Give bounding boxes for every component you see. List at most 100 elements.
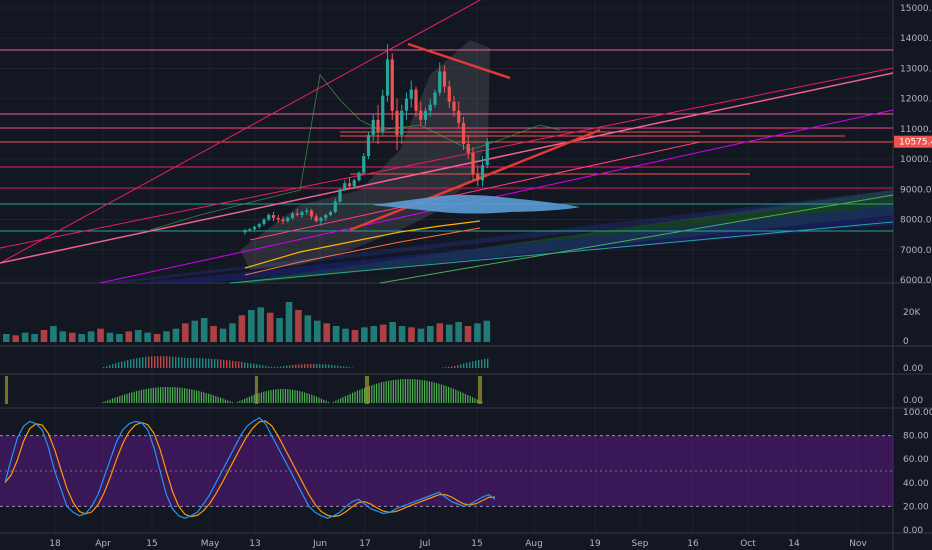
macd-bar: [157, 356, 159, 368]
histogram-bar: [472, 397, 474, 403]
price-tick-label: 11000.00: [900, 125, 932, 135]
macd-bar: [271, 366, 273, 368]
blue-arrow-drawing[interactable]: [372, 194, 580, 214]
trend-line[interactable]: [379, 194, 894, 284]
macd-bar: [331, 364, 333, 368]
candle: [376, 104, 380, 144]
volume-bar: [97, 328, 104, 342]
histogram-bar: [162, 387, 164, 403]
histogram-bar: [335, 400, 337, 403]
price-tick-label: 9000.00: [900, 185, 932, 195]
histogram-bar: [373, 384, 375, 403]
trend-line[interactable]: [249, 141, 701, 241]
time-tick-label: Jul: [419, 539, 431, 549]
time-axis[interactable]: 18 Apr 15 May 13 Jun 17 Jul 15 Aug 19 Sep 16 Oct 14 Nov: [49, 539, 867, 549]
histogram-bar: [436, 383, 438, 403]
macd-bar: [184, 357, 186, 368]
stoch-tick-label: 100.00: [903, 408, 932, 418]
volume-bar: [248, 310, 255, 342]
histogram-bar: [124, 394, 126, 403]
macd-bar: [133, 358, 135, 368]
histogram-bar: [306, 393, 308, 403]
histogram-bar: [292, 389, 294, 403]
macd-bar: [262, 365, 264, 368]
candle: [395, 98, 399, 151]
histogram-bar: [112, 398, 114, 403]
price-tick-label: 8000.00: [900, 216, 932, 226]
histogram-bar: [356, 390, 358, 403]
trend-line[interactable]: [0, 0, 481, 264]
candle: [480, 156, 485, 187]
histogram-bar: [325, 400, 327, 403]
histogram-bar: [186, 388, 188, 403]
trend-line[interactable]: [229, 221, 894, 284]
histogram-bar: [481, 401, 483, 403]
time-tick-label: 18: [49, 539, 61, 549]
trend-line[interactable]: [0, 67, 894, 249]
histogram-bar: [284, 389, 286, 403]
trend-line[interactable]: [99, 109, 894, 284]
candle: [385, 44, 390, 102]
histogram-bar: [196, 390, 198, 403]
histogram-bar: [104, 401, 106, 403]
macd-bar: [235, 361, 237, 368]
macd-bar: [259, 364, 261, 368]
histogram-bar: [277, 389, 279, 403]
trend-line[interactable]: [349, 128, 601, 232]
macd-tick-label: 0.00: [903, 364, 923, 374]
macd-bar: [268, 366, 270, 368]
macd-bar: [277, 366, 279, 368]
histogram-bar: [272, 389, 274, 403]
price-tick-label: 7000.00: [900, 246, 932, 256]
macd-bar: [244, 362, 246, 368]
histogram-bar: [419, 379, 421, 403]
histogram-bar: [152, 387, 154, 403]
macd-bar: [292, 365, 294, 368]
volume-bar: [313, 320, 321, 342]
candle: [390, 53, 394, 120]
histogram-bar: [342, 397, 344, 403]
histogram-bar: [224, 399, 226, 403]
candle: [423, 107, 428, 126]
macd-bar: [130, 359, 132, 368]
macd-histogram: [103, 356, 489, 368]
histogram-bar: [167, 387, 169, 403]
candlestick-series: [243, 44, 489, 235]
histogram-bar: [239, 400, 241, 403]
histogram-bar: [172, 387, 174, 403]
histogram-bar: [188, 388, 190, 403]
macd-bar: [181, 357, 183, 368]
trend-line[interactable]: [407, 42, 511, 80]
macd-bar: [241, 362, 243, 368]
candle: [243, 228, 247, 235]
candle: [305, 207, 309, 216]
volume-bar: [464, 326, 472, 342]
macd-bar: [280, 366, 282, 368]
histogram-bar: [385, 381, 387, 403]
price-tick-label: 10000.00: [900, 155, 932, 165]
histogram-bar: [203, 392, 205, 403]
histogram-bar: [193, 389, 195, 403]
volume-bar: [285, 302, 293, 342]
blue-channel[interactable]: [140, 205, 893, 283]
macd-bar: [217, 359, 219, 368]
macd-bar: [121, 361, 123, 368]
candle: [428, 98, 432, 117]
macd-bar: [448, 366, 450, 368]
histogram-bar: [383, 381, 385, 403]
candle: [381, 89, 385, 135]
time-tick-label: Jun: [312, 539, 327, 549]
blue-channel-upper[interactable]: [100, 190, 893, 283]
volume-bar: [116, 334, 123, 342]
volume-bar: [3, 334, 10, 342]
histogram-bar: [445, 386, 447, 403]
histogram-bar: [282, 389, 284, 403]
macd-bar: [256, 364, 258, 368]
macd-bar: [115, 363, 117, 368]
macd-bar: [163, 356, 165, 368]
macd-bar: [205, 358, 207, 368]
trend-line[interactable]: [0, 72, 894, 264]
price-axis[interactable]: 15000.00 14000.00 13000.00 12000.00 11000.00…: [894, 4, 932, 536]
volume-tick-label: 20K: [903, 308, 921, 318]
